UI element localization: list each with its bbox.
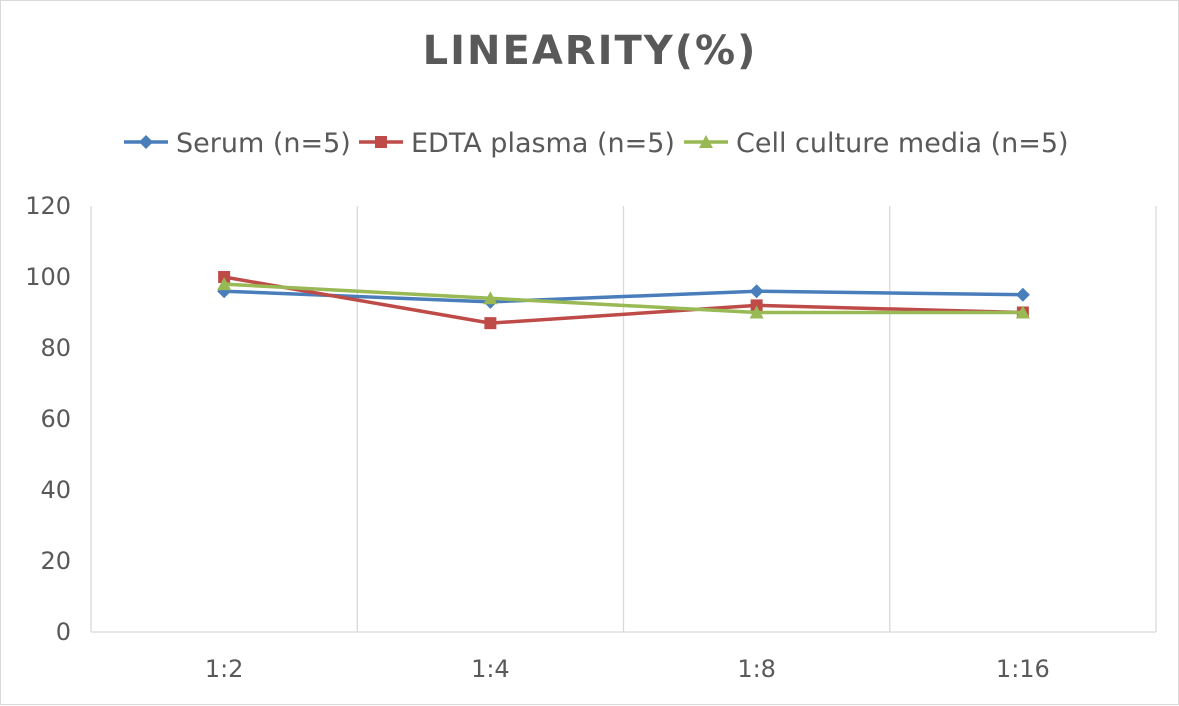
data-point-square: [218, 271, 231, 283]
legend-item: Cell culture media (n=5): [684, 128, 1069, 159]
legend: Serum (n=5) EDTA plasma (n=5) Cell culture…: [124, 128, 1069, 159]
y-tick-label: 80: [40, 334, 71, 362]
data-point-triangle: [1015, 305, 1030, 319]
y-tick-label: 20: [40, 547, 71, 575]
legend-item: Serum (n=5): [124, 128, 351, 159]
data-point-diamond: [749, 284, 764, 299]
y-tick-label: 60: [40, 405, 71, 433]
data-point-square: [750, 299, 763, 312]
data-point-square: [375, 136, 387, 148]
series-line: [223, 275, 1023, 325]
axes: 0 20 40 60 80 100 120 1:2 1:4 1:8 1:16: [25, 192, 1156, 683]
data-point-triangle: [483, 291, 498, 305]
legend-label: Serum (n=5): [176, 128, 351, 159]
x-tick-label: 1:16: [996, 655, 1050, 683]
data-point-triangle: [217, 277, 232, 291]
gridlines: [90, 206, 1157, 632]
legend-item: EDTA plasma (n=5): [359, 128, 675, 159]
y-tick-label: 40: [40, 476, 71, 504]
legend-label: Cell culture media (n=5): [736, 128, 1069, 159]
chart-title: LINEARITY(%): [423, 28, 758, 74]
series-2: [217, 277, 1030, 319]
data-point-diamond: [139, 135, 153, 149]
x-tick-label: 1:8: [737, 655, 776, 683]
series-line: [224, 289, 1023, 304]
y-tick-label: 120: [25, 192, 71, 220]
x-tick-label: 1:2: [205, 655, 244, 683]
series-1: [218, 271, 1029, 330]
legend-label: EDTA plasma (n=5): [411, 128, 675, 159]
y-tick-label: 0: [56, 618, 71, 646]
data-point-diamond: [1015, 287, 1030, 302]
y-tick-label: 100: [25, 263, 71, 291]
data-point-square: [484, 317, 497, 330]
data-point-triangle: [699, 135, 713, 148]
x-tick-label: 1:4: [471, 655, 510, 683]
series-group: [217, 271, 1030, 330]
series-line: [224, 282, 1023, 315]
data-point-triangle: [749, 305, 764, 319]
